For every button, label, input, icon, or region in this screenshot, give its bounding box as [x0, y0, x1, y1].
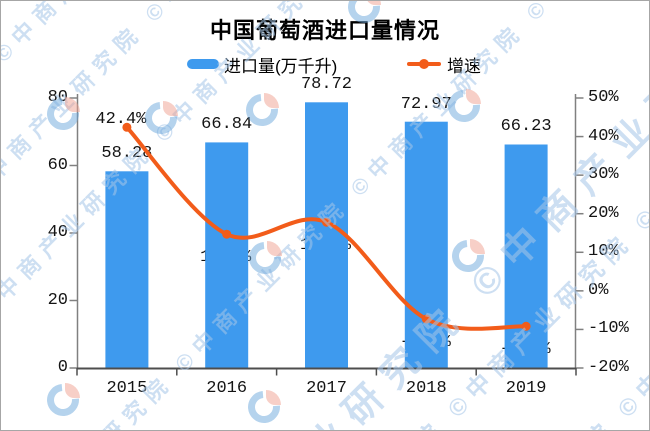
line-swatch-icon — [407, 59, 441, 69]
growth-value-label: 42.4% — [95, 110, 147, 130]
bar-value-label: 66.23 — [500, 117, 552, 137]
right-axis-tick-label: 50% — [588, 88, 619, 107]
chart-title: 中国葡萄酒进口量情况 — [209, 18, 440, 43]
bar-2015 — [105, 171, 149, 368]
bar-2016 — [205, 142, 249, 368]
right-axis-tick-label: 30% — [588, 165, 619, 185]
bar-value-label: 66.84 — [201, 115, 253, 135]
line-point-2016 — [222, 229, 232, 239]
left-axis-tick-label: 20 — [47, 290, 68, 310]
legend-label-growth: 增速 — [447, 56, 481, 76]
x-axis-label: 2018 — [405, 379, 447, 398]
legend-item-import-volume[interactable]: 进口量(万千升) — [187, 53, 338, 76]
bar-value-label: 58.28 — [101, 144, 153, 164]
bar-swatch-icon — [187, 59, 219, 69]
x-axis-label: 2017 — [306, 379, 347, 398]
right-axis-tick-label: 10% — [588, 242, 619, 262]
right-axis-tick-label: 0% — [588, 280, 609, 300]
right-axis-tick-label: -10% — [588, 319, 629, 339]
line-marker-icon — [419, 59, 429, 69]
legend-label-import-volume: 进口量(万千升) — [224, 56, 338, 76]
left-axis-tick-label: 40 — [47, 223, 68, 242]
legend: 进口量(万千升) 增速 — [1, 53, 649, 76]
bar-2019 — [504, 144, 548, 368]
bar-value-label: 72.97 — [400, 94, 452, 114]
right-axis-tick-label: 20% — [588, 203, 619, 223]
x-axis-label: 2016 — [206, 379, 248, 398]
legend-item-growth[interactable]: 增速 — [407, 53, 481, 76]
line-point-2015 — [122, 122, 132, 132]
line-point-2019 — [521, 321, 531, 331]
left-axis-tick-label: 0 — [57, 358, 68, 377]
bar-2018 — [404, 121, 448, 368]
bar-2017 — [305, 102, 348, 369]
right-axis-tick-label: 40% — [588, 126, 619, 146]
x-axis-label: 2015 — [106, 379, 148, 398]
line-point-2018 — [421, 314, 431, 324]
line-point-2017 — [322, 217, 331, 227]
left-axis-tick-label: 60 — [47, 155, 68, 175]
bar-value-label: 78.72 — [300, 75, 352, 95]
x-axis-label: 2019 — [505, 379, 547, 398]
left-axis-tick-label: 80 — [47, 88, 68, 107]
right-axis-tick-label: -20% — [588, 358, 629, 377]
